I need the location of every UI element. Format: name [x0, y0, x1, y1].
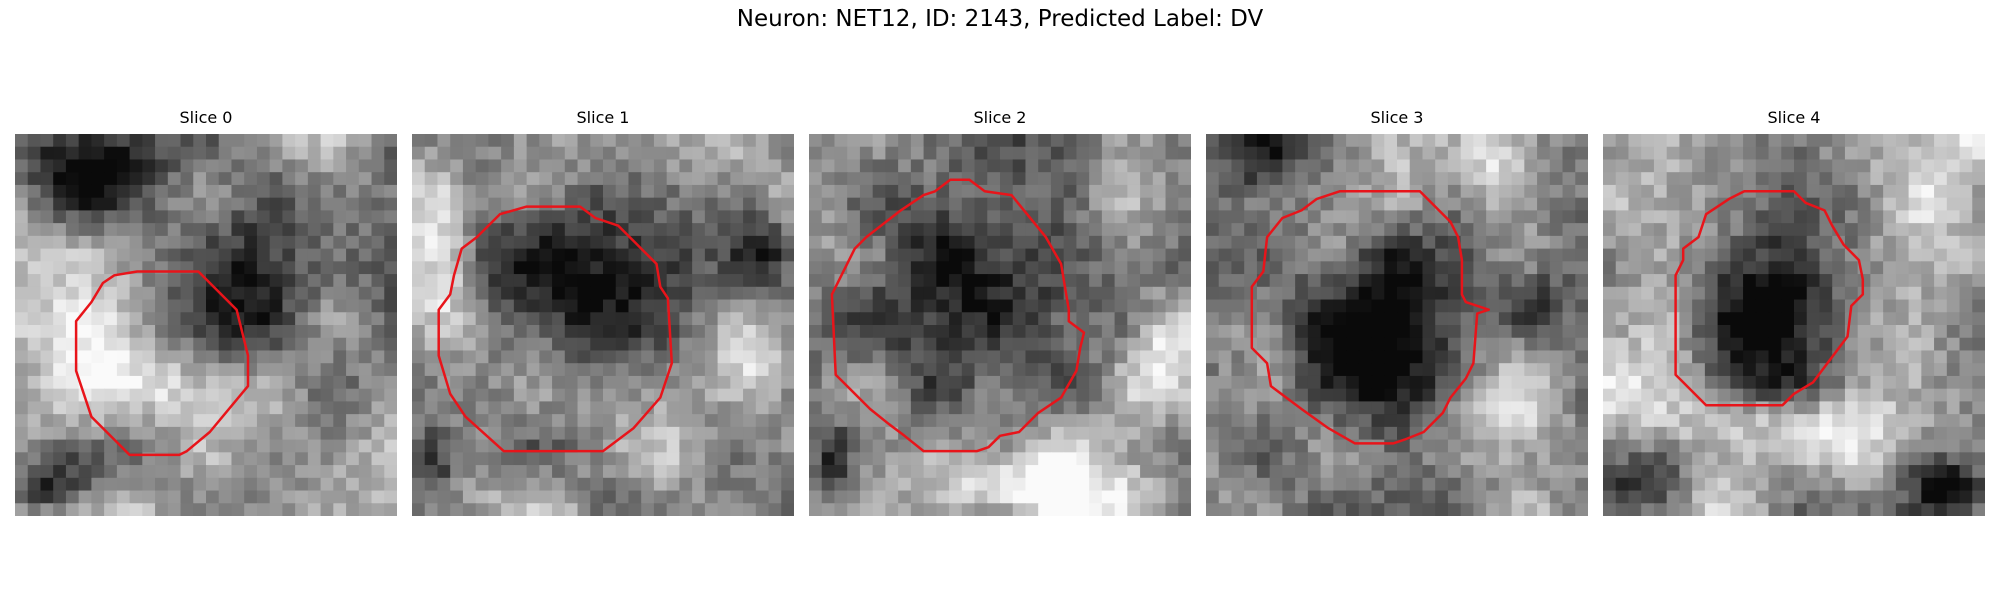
slice-3-svg	[1206, 134, 1588, 516]
neuron-contour	[830, 178, 1086, 453]
slice-title: Slice 2	[973, 108, 1027, 127]
pixel-grid	[412, 134, 794, 516]
figure-title: Neuron: NET12, ID: 2143, Predicted Label…	[736, 6, 1264, 32]
microscopy-image	[15, 134, 397, 516]
microscopy-image	[1603, 134, 1985, 516]
pixel-grid	[15, 134, 397, 516]
pixel-grid	[809, 134, 1191, 516]
microscopy-image	[809, 134, 1191, 516]
slice-title: Slice 1	[576, 108, 630, 127]
slice-2-svg	[809, 134, 1191, 516]
slice-title: Slice 3	[1370, 108, 1424, 127]
neuron-contour	[1674, 190, 1865, 407]
neuron-contour	[74, 270, 250, 457]
neuron-contour	[437, 205, 674, 453]
slice-title: Slice 4	[1767, 108, 1821, 127]
pixel-grid	[1206, 134, 1588, 516]
slice-title: Slice 0	[179, 108, 233, 127]
neuron-contour	[1250, 190, 1490, 445]
slice-1-svg	[412, 134, 794, 516]
slice-4-svg	[1603, 134, 1985, 516]
slice-0-svg	[15, 134, 397, 516]
microscopy-image	[1206, 134, 1588, 516]
microscopy-image	[412, 134, 794, 516]
pixel-grid	[1603, 134, 1985, 516]
